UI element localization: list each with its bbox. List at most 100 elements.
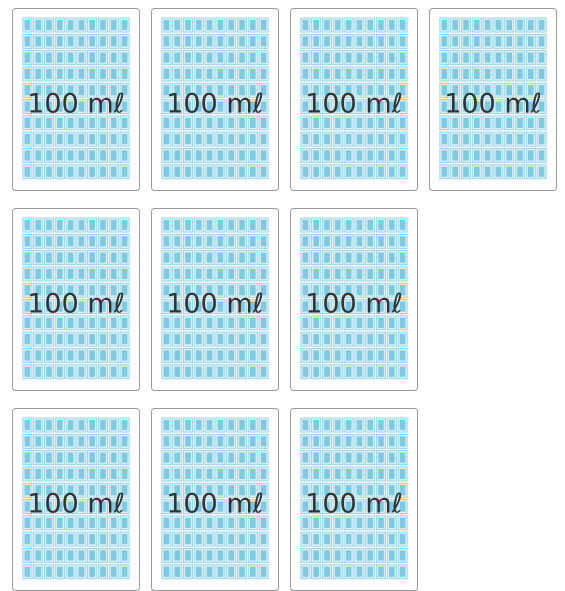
unit-cell-fill (218, 220, 224, 230)
unit-cell-fill (239, 36, 245, 46)
unit-cell-fill (335, 436, 341, 446)
unit-cell-fill (389, 269, 395, 279)
unit-cell-fill (100, 334, 106, 344)
unit-cell-fill (528, 134, 534, 144)
unit-cell-fill (79, 253, 85, 263)
unit-cell-fill (89, 167, 95, 177)
unit-cell-fill (228, 469, 234, 479)
unit-cell-fill (324, 220, 330, 230)
unit-cell-fill (250, 367, 256, 377)
unit-cell-fill (303, 236, 309, 246)
unit-cell-fill (239, 420, 245, 430)
unit-cell-fill (68, 334, 74, 344)
unit-cell-fill (335, 453, 341, 463)
unit-cell-fill (46, 53, 52, 63)
unit-cell-fill (185, 253, 191, 263)
unit-cell-fill (185, 534, 191, 544)
unit-cell-fill (357, 253, 363, 263)
unit-cell-fill (57, 436, 63, 446)
unit-cell-fill (313, 367, 319, 377)
unit-cell-fill (517, 167, 523, 177)
unit-cell-fill (111, 350, 117, 360)
unit-cell-fill (228, 453, 234, 463)
unit-cell-fill (400, 269, 406, 279)
unit-cell-fill (100, 134, 106, 144)
unit-cell-fill (389, 453, 395, 463)
unit-cell-fill (100, 69, 106, 79)
unit-cell-fill (313, 420, 319, 430)
unit-cell-fill (57, 550, 63, 560)
unit-cell-fill (528, 167, 534, 177)
unit-cell-fill (79, 453, 85, 463)
unit-cell-fill (324, 334, 330, 344)
unit-cell-fill (250, 420, 256, 430)
unit-cell-fill (79, 69, 85, 79)
unit-cell-fill (122, 550, 128, 560)
unit-cell-fill (46, 236, 52, 246)
unit-cell-fill (164, 69, 170, 79)
unit-cell-fill (35, 453, 41, 463)
unit-cell-fill (346, 334, 352, 344)
unit-cell-fill (89, 53, 95, 63)
unit-cell-fill (228, 436, 234, 446)
unit-cell-fill (35, 69, 41, 79)
unit-cell-fill (164, 453, 170, 463)
unit-cell-fill (185, 367, 191, 377)
unit-cell-fill (346, 567, 352, 577)
unit-cell-fill (367, 534, 373, 544)
unit-cell-fill (174, 367, 180, 377)
unit-cell-fill (474, 36, 480, 46)
unit-cell-fill (174, 167, 180, 177)
unit-cell-fill (111, 269, 117, 279)
unit-cell-fill (174, 150, 180, 160)
unit-cell-fill (122, 367, 128, 377)
unit-cell-fill (68, 20, 74, 30)
unit-cell-fill (185, 453, 191, 463)
unit-cell-fill (335, 367, 341, 377)
unit-cell-fill (196, 367, 202, 377)
unit-cell-fill (517, 36, 523, 46)
unit-cell-fill (346, 469, 352, 479)
card-label: 100 mℓ (305, 89, 403, 120)
unit-cell-fill (122, 236, 128, 246)
unit-cell-fill (389, 53, 395, 63)
unit-cell-fill (485, 20, 491, 30)
unit-cell-fill (313, 20, 319, 30)
card-label: 100 mℓ (166, 289, 264, 320)
unit-cell-fill (528, 69, 534, 79)
unit-cell-fill (303, 69, 309, 79)
unit-cell-fill (346, 253, 352, 263)
unit-cell-fill (25, 453, 31, 463)
unit-cell-fill (346, 236, 352, 246)
unit-cell-fill (46, 550, 52, 560)
unit-cell-fill (218, 150, 224, 160)
unit-cell-fill (228, 420, 234, 430)
unit-cell-fill (68, 53, 74, 63)
unit-cell-fill (100, 53, 106, 63)
unit-cell-fill (335, 350, 341, 360)
unit-cell-fill (196, 334, 202, 344)
unit-cell-fill (185, 469, 191, 479)
unit-cell-fill (261, 253, 267, 263)
unit-cell-fill (357, 36, 363, 46)
unit-cell-fill (261, 436, 267, 446)
card: 100 mℓ (152, 9, 279, 191)
unit-cell-fill (346, 350, 352, 360)
unit-cell-fill (218, 436, 224, 446)
unit-cell-fill (174, 350, 180, 360)
unit-cell-fill (79, 334, 85, 344)
unit-cell-fill (196, 269, 202, 279)
unit-cell-fill (389, 253, 395, 263)
unit-cell-fill (164, 367, 170, 377)
unit-cell-fill (25, 367, 31, 377)
unit-cell-fill (100, 236, 106, 246)
unit-cell-fill (335, 69, 341, 79)
unit-cell-fill (100, 550, 106, 560)
unit-cell-fill (89, 534, 95, 544)
unit-cell-fill (335, 534, 341, 544)
unit-cell-fill (378, 350, 384, 360)
unit-cell-fill (79, 350, 85, 360)
unit-cell-fill (68, 469, 74, 479)
unit-cell-fill (324, 453, 330, 463)
unit-cell-fill (335, 134, 341, 144)
